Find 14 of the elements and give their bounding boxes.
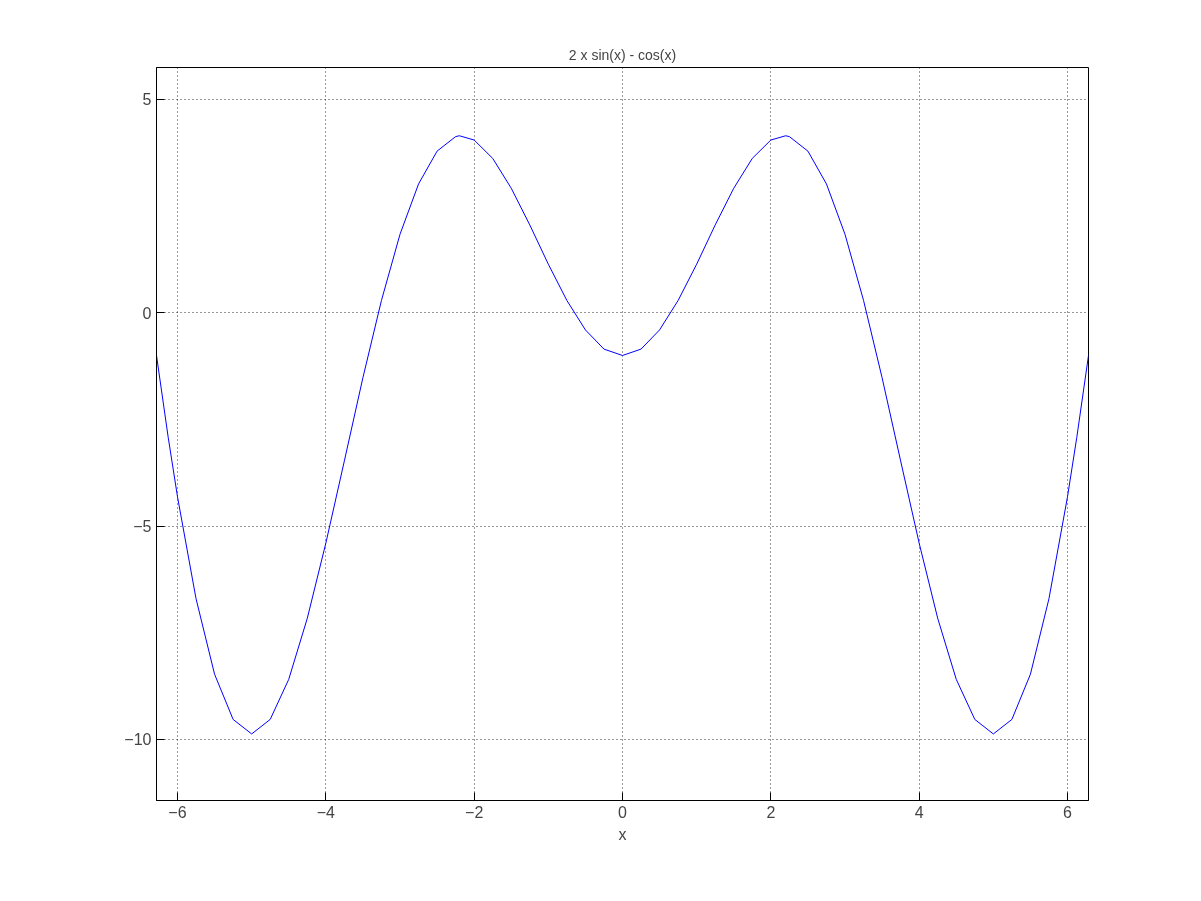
x-tick-label: 4	[914, 803, 924, 821]
x-tick-label: 6	[1063, 803, 1073, 821]
y-tick-label: 5	[142, 91, 152, 109]
x-tick-label: −4	[316, 803, 336, 821]
x-tick-label: 0	[618, 803, 628, 821]
x-axis-title: x	[618, 825, 627, 843]
y-tick-label: 0	[142, 304, 152, 322]
y-tick-label: −5	[133, 518, 152, 536]
x-tick-label: 2	[766, 803, 776, 821]
x-tick-label: −2	[465, 803, 484, 821]
chart-title: 2 x sin(x) - cos(x)	[568, 46, 677, 63]
x-tick-label: −6	[168, 803, 187, 821]
y-tick-label: −10	[124, 731, 152, 749]
line-series	[156, 135, 1089, 735]
